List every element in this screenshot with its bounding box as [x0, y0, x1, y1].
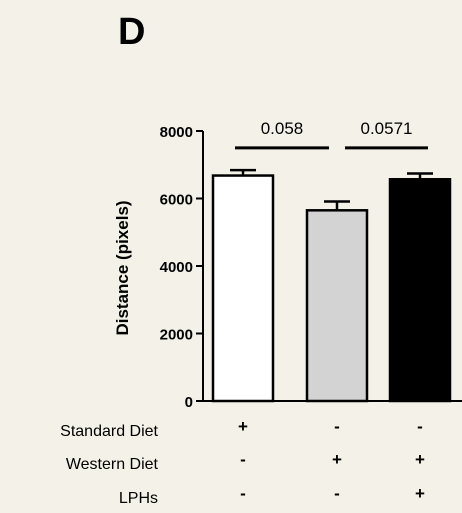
condition-mark: - [417, 417, 423, 436]
y-tick-label: 2000 [160, 327, 193, 344]
bar [211, 174, 275, 403]
y-axis-label: Distance (pixels) [113, 200, 132, 335]
panel-label: D [118, 11, 145, 53]
bar [305, 209, 369, 403]
condition-mark: - [334, 417, 340, 436]
condition-mark: + [415, 484, 425, 503]
y-tick-label: 8000 [160, 124, 193, 141]
condition-mark: + [415, 450, 425, 469]
condition-label: Standard Diet [60, 423, 158, 440]
y-tick-label: 0 [185, 394, 193, 411]
significance-annotations: 0.058 0.0571 [235, 119, 428, 150]
y-ticks: 0 2000 4000 6000 8000 [160, 124, 203, 411]
y-tick-label: 4000 [160, 259, 193, 276]
condition-mark: + [332, 450, 342, 469]
condition-mark: - [240, 484, 246, 503]
p-value-label: 0.0571 [361, 119, 413, 138]
bars [211, 168, 452, 403]
condition-label: Western Diet [66, 456, 159, 473]
condition-label: LPHs [119, 490, 158, 507]
y-tick-label: 6000 [160, 192, 193, 209]
condition-mark: + [238, 417, 248, 436]
p-value-label: 0.058 [261, 119, 304, 138]
condition-mark: - [240, 450, 246, 469]
bar [388, 178, 452, 403]
condition-mark: - [334, 484, 340, 503]
condition-table: Standard Diet + - - Western Diet - + + LPHs - - + [60, 417, 425, 507]
